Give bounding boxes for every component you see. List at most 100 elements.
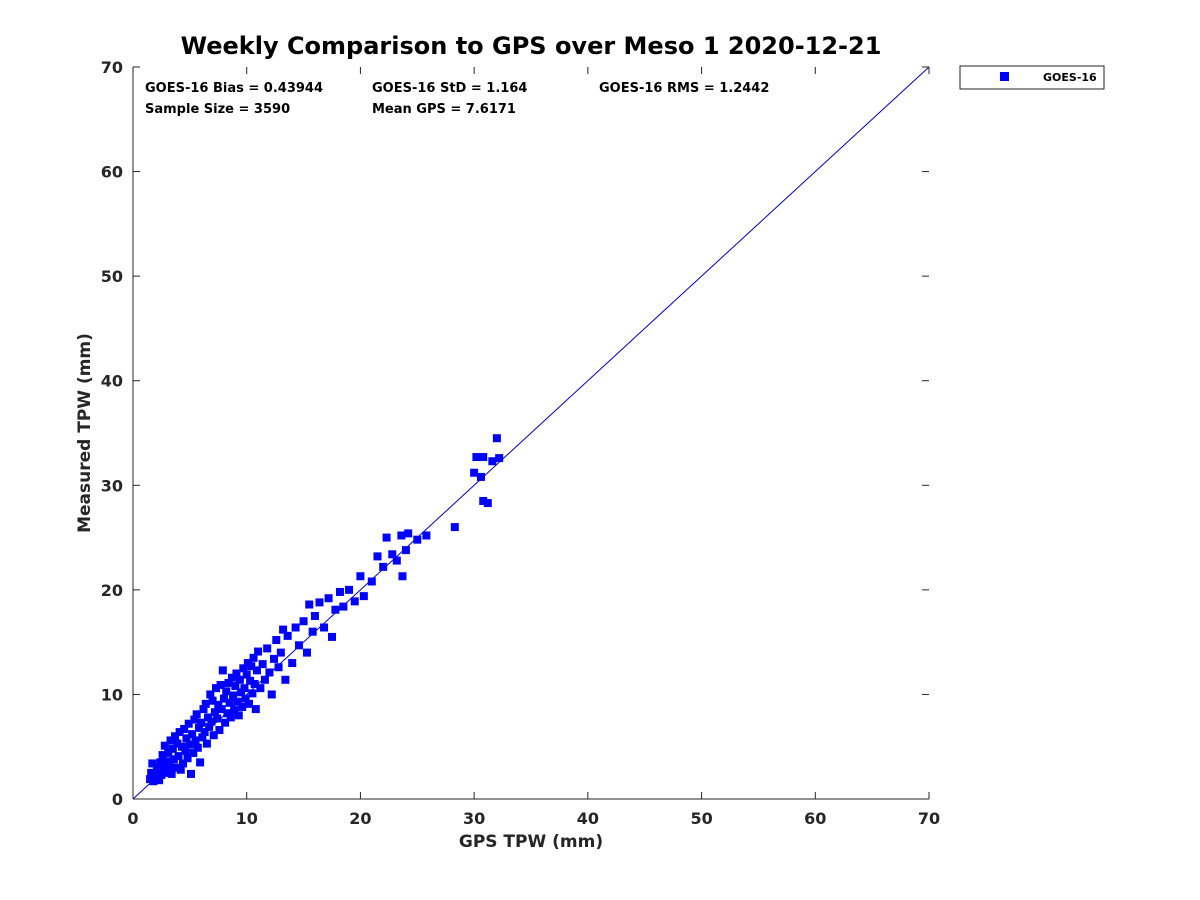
data-point xyxy=(194,723,203,732)
data-point xyxy=(168,744,177,753)
data-point xyxy=(225,698,234,707)
data-point xyxy=(171,732,180,741)
data-point xyxy=(379,562,388,571)
data-point xyxy=(190,715,199,724)
y-tick-label: 10 xyxy=(101,685,123,704)
data-point xyxy=(356,572,365,581)
data-point xyxy=(232,669,241,678)
data-point xyxy=(288,659,297,668)
data-point xyxy=(404,529,413,538)
data-point xyxy=(263,644,272,653)
data-point xyxy=(216,681,225,690)
data-point xyxy=(233,697,242,706)
data-point xyxy=(172,763,181,772)
data-point xyxy=(199,705,208,714)
std-annotation: GOES-16 StD = 1.164 xyxy=(372,81,527,96)
data-point xyxy=(254,647,263,656)
data-point xyxy=(244,699,253,708)
data-point xyxy=(224,678,233,687)
data-point xyxy=(256,684,265,693)
data-point xyxy=(180,724,189,733)
data-point xyxy=(492,434,501,443)
data-point xyxy=(345,585,354,594)
data-point xyxy=(283,631,292,640)
data-point xyxy=(227,673,236,682)
data-point xyxy=(175,728,184,737)
data-point xyxy=(359,592,368,601)
data-point xyxy=(167,769,176,778)
data-point xyxy=(397,531,406,540)
data-point xyxy=(147,768,156,777)
data-point xyxy=(166,736,175,745)
data-point xyxy=(177,742,186,751)
mean-gps-annotation: Mean GPS = 7.6171 xyxy=(372,102,516,117)
data-point xyxy=(155,776,164,785)
y-tick-label: 20 xyxy=(101,581,123,600)
data-point xyxy=(174,752,183,761)
legend-label: GOES-16 xyxy=(1043,71,1097,84)
data-point xyxy=(191,736,200,745)
data-point xyxy=(251,705,260,714)
data-point xyxy=(472,453,481,462)
data-point xyxy=(488,457,497,466)
data-point xyxy=(252,666,261,675)
data-point xyxy=(205,722,214,731)
data-point xyxy=(193,743,202,752)
data-point xyxy=(401,546,410,555)
legend-marker-square-icon xyxy=(1000,72,1009,81)
data-point xyxy=(247,662,256,671)
data-points xyxy=(146,434,504,786)
data-point xyxy=(189,748,198,757)
x-tick-label: 70 xyxy=(918,809,940,828)
y-tick-label: 50 xyxy=(101,267,123,286)
data-point xyxy=(218,666,227,675)
data-point xyxy=(382,533,391,542)
data-point xyxy=(222,687,231,696)
data-point xyxy=(295,641,304,650)
one-to-one-reference-line xyxy=(132,66,930,800)
data-point xyxy=(159,764,168,773)
y-tick-label: 70 xyxy=(101,58,123,77)
data-point xyxy=(192,710,201,719)
data-point xyxy=(265,668,274,677)
data-point xyxy=(158,751,167,760)
data-point xyxy=(157,770,166,779)
data-point xyxy=(196,758,205,767)
data-point xyxy=(215,725,224,734)
data-point xyxy=(185,740,194,749)
data-point xyxy=(350,597,359,606)
data-point xyxy=(398,572,407,581)
data-point xyxy=(213,714,222,723)
data-point xyxy=(209,731,218,740)
rms-annotation: GOES-16 RMS = 1.2442 xyxy=(599,81,769,96)
y-tick-label: 0 xyxy=(112,790,123,809)
data-point xyxy=(164,748,173,757)
x-axis-label: GPS TPW (mm) xyxy=(459,832,603,852)
data-point xyxy=(208,696,217,705)
data-point xyxy=(204,713,213,722)
data-point xyxy=(302,648,311,657)
data-point xyxy=(450,523,459,532)
data-point xyxy=(201,699,210,708)
data-point xyxy=(152,763,161,772)
data-point xyxy=(230,706,239,715)
data-point xyxy=(413,535,422,544)
data-point xyxy=(186,769,195,778)
y-tick-label: 30 xyxy=(101,476,123,495)
data-point xyxy=(328,632,336,641)
data-point xyxy=(237,688,246,697)
data-point xyxy=(470,468,479,477)
data-point xyxy=(214,700,223,709)
data-point xyxy=(207,717,216,726)
data-point xyxy=(161,757,170,766)
sample-size-annotation: Sample Size = 3590 xyxy=(145,102,290,117)
data-point xyxy=(339,602,348,611)
data-point xyxy=(184,719,193,728)
data-point xyxy=(310,612,319,620)
data-point xyxy=(179,759,188,768)
data-point xyxy=(331,605,340,614)
data-point xyxy=(160,741,169,750)
x-tick-label: 20 xyxy=(349,809,371,828)
data-point xyxy=(235,675,244,684)
data-point xyxy=(149,777,158,786)
